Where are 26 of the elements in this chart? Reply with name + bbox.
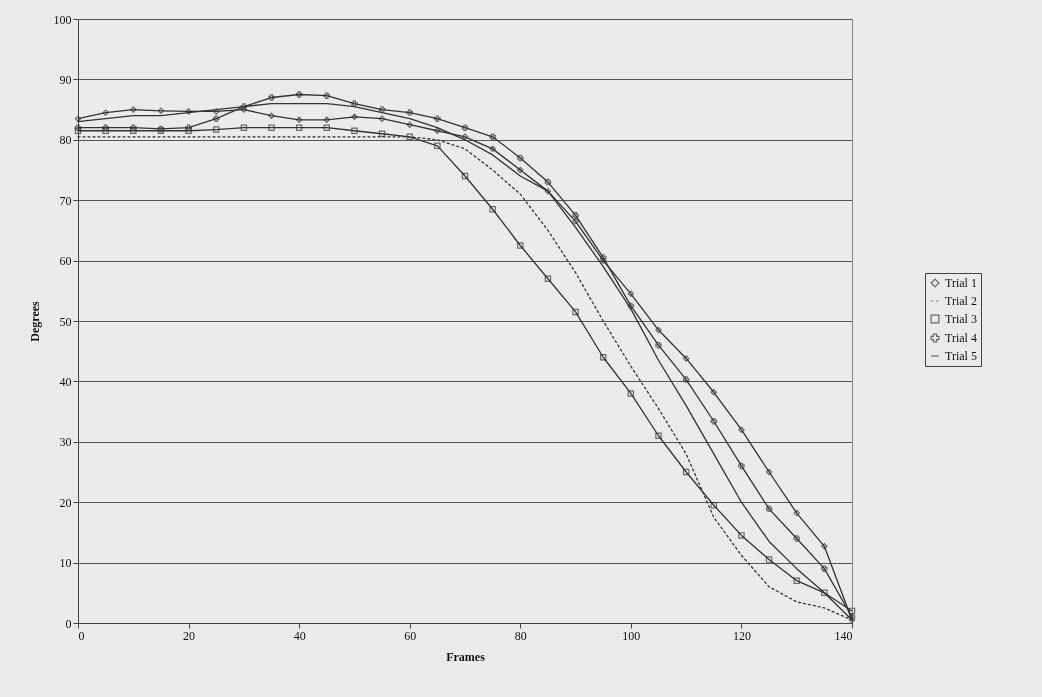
y-tick-label: 70 (59, 193, 72, 208)
y-tick-label: 50 (59, 314, 72, 329)
x-tick-label: 0 (78, 628, 85, 643)
x-tick-label: 60 (404, 628, 417, 643)
y-tick-label: 0 (65, 616, 72, 631)
y-tick-label: 90 (59, 72, 72, 87)
y-tick-label: 100 (53, 12, 72, 27)
x-tick-label: 100 (622, 628, 641, 643)
x-tick-label: 80 (514, 628, 527, 643)
y-tick-label: 30 (59, 435, 72, 450)
x-tick-label: 140 (834, 628, 853, 643)
x-tick-label: 20 (183, 628, 196, 643)
y-tick-label: 40 (59, 374, 72, 389)
y-tick-label: 80 (59, 133, 72, 148)
y-tick-label: 60 (59, 254, 72, 269)
x-tick-label: 120 (732, 628, 751, 643)
x-tick-label: 40 (293, 628, 306, 643)
x-axis-title: Frames (446, 649, 486, 664)
legend-label: Trial 2 (945, 294, 977, 308)
y-tick-label: 20 (59, 495, 72, 510)
legend-label: Trial 5 (945, 349, 977, 363)
legend-label: Trial 3 (945, 312, 977, 326)
legend-label: Trial 1 (945, 276, 977, 290)
y-axis-title: Degrees (27, 300, 42, 342)
y-tick-label: 10 (59, 556, 72, 571)
legend-label: Trial 4 (945, 331, 977, 345)
